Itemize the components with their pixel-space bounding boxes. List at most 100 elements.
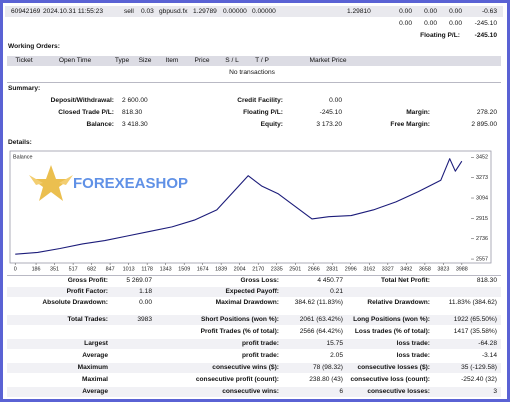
stats-value: 2.05 (330, 352, 343, 359)
column-header: Ticket (15, 57, 33, 64)
x-tick-label: 2831 (326, 266, 338, 272)
y-tick-label: 3273 (476, 175, 488, 181)
summary-label: Balance: (86, 121, 115, 128)
column-header: Item (165, 57, 179, 64)
stats-row-bg (7, 315, 501, 325)
stats-value: 2061 (63.42%) (299, 316, 343, 323)
position-cell: 0.00000 (223, 8, 247, 15)
x-tick-label: 1343 (160, 266, 172, 272)
stats-label: Maximal Drawdown: (215, 299, 279, 306)
stats-label: Total Net Profit: (381, 277, 430, 284)
stats-label: Expected Payoff: (225, 288, 280, 295)
stats-label: Largest (84, 340, 108, 347)
stats-value: 6 (339, 388, 343, 395)
stats-label: consecutive loss (count): (350, 376, 430, 383)
watermark-text: FOREXEASHOP (73, 175, 188, 192)
stats-value: -3.14 (481, 352, 497, 359)
logo-wing-right (59, 175, 73, 185)
stats-row-bg (7, 287, 501, 297)
x-tick-label: 2666 (308, 266, 320, 272)
column-header: Type (114, 57, 130, 64)
stats-value: 78 (98.32) (312, 364, 343, 371)
x-tick-label: 2996 (345, 266, 357, 272)
summary-label: Margin: (406, 109, 430, 116)
summary-label: Floating P/L: (243, 109, 283, 116)
x-tick-label: 3327 (382, 266, 394, 272)
column-header: T / P (255, 57, 269, 64)
position-cell: 1.29810 (347, 8, 371, 15)
x-tick-label: 3162 (363, 266, 375, 272)
stats-label: Relative Drawdown: (367, 299, 430, 306)
stats-label: Loss trades (% of total): (354, 328, 430, 335)
y-tick-label: 2915 (476, 216, 488, 222)
x-tick-label: 3988 (456, 266, 468, 272)
totals-cell: -245.10 (474, 20, 497, 27)
column-header: Market Price (309, 57, 347, 64)
section-title: Summary: (8, 85, 41, 92)
summary-value: -245.10 (319, 109, 342, 116)
summary-value: 0.00 (329, 97, 342, 104)
logo-wing-left (29, 175, 43, 185)
empty-message: No transactions (229, 69, 275, 76)
stats-label: Absolute Drawdown: (42, 299, 108, 306)
stats-value: 3 (493, 388, 497, 395)
column-header: S / L (225, 57, 239, 64)
position-cell: 0.00000 (252, 8, 276, 15)
column-header: Open Time (58, 57, 92, 64)
y-tick-label: 2736 (476, 236, 488, 242)
x-tick-label: 351 (50, 266, 59, 272)
x-tick-label: 1178 (141, 266, 153, 272)
stats-label: Maximum (77, 364, 108, 371)
chart-layer: FOREXEASHOP Balance 2557 2736 2915 3094 3273 3… (9, 150, 492, 272)
stats-value: 384.62 (11.83%) (294, 299, 343, 306)
x-tick-label: 1674 (197, 266, 209, 272)
orders-header-bg (7, 56, 501, 66)
section-title: Details: (8, 139, 32, 146)
stats-value: 818.30 (476, 277, 497, 284)
stats-label: consecutive losses: (367, 388, 430, 395)
section-title: Working Orders: (8, 43, 60, 50)
stats-label: Profit Factor: (66, 288, 108, 295)
orders-bottom-rule (7, 82, 501, 83)
stats-row-bg (7, 387, 501, 397)
y-tick-label: 2557 (476, 256, 488, 262)
stats-label: profit trade: (242, 352, 279, 359)
x-tick-label: 1839 (215, 266, 227, 272)
summary-value: 2 600.00 (122, 97, 148, 104)
stats-label: loss trade: (396, 352, 430, 359)
watermark-logo (29, 165, 73, 201)
summary-label: Free Margin: (390, 121, 430, 128)
stats-value: 1.18 (139, 288, 152, 295)
x-tick-label: 2501 (289, 266, 301, 272)
totals-cell: 0.00 (424, 20, 437, 27)
summary-value: 818.30 (122, 109, 143, 116)
logo-star (32, 165, 70, 201)
summary-label: Equity: (260, 121, 283, 128)
stats-value: 2566 (64.42%) (299, 328, 343, 335)
x-tick-label: 3658 (419, 266, 431, 272)
stats-row-bg (7, 363, 501, 373)
position-cell: 60942169 (11, 8, 41, 15)
summary-value: 3 173.20 (316, 121, 342, 128)
summary-value: 2 895.00 (471, 121, 497, 128)
x-tick-label: 1509 (178, 266, 190, 272)
x-tick-label: 0 (14, 266, 17, 272)
chart-frame (9, 150, 492, 264)
position-cell: gbpusd.fx (159, 8, 188, 15)
stats-label: Long Positions (won %): (353, 316, 430, 323)
position-cell: 0.00 (424, 8, 437, 15)
stats-label: Profit Trades (% of total): (200, 328, 279, 335)
stats-value: -64.28 (478, 340, 497, 347)
stats-value: 238.80 (43) (309, 376, 343, 383)
x-tick-label: 3823 (437, 266, 449, 272)
stats-value: 1922 (65.50%) (453, 316, 497, 323)
column-header: Price (194, 57, 210, 64)
floating-value: -245.10 (474, 32, 497, 39)
x-tick-label: 1013 (123, 266, 135, 272)
summary-label: Credit Facility: (237, 97, 283, 104)
stats-label: consecutive losses ($): (357, 364, 430, 371)
x-tick-label: 517 (69, 266, 78, 272)
stats-label: loss trade: (396, 340, 430, 347)
position-cell: 0.03 (141, 8, 154, 15)
